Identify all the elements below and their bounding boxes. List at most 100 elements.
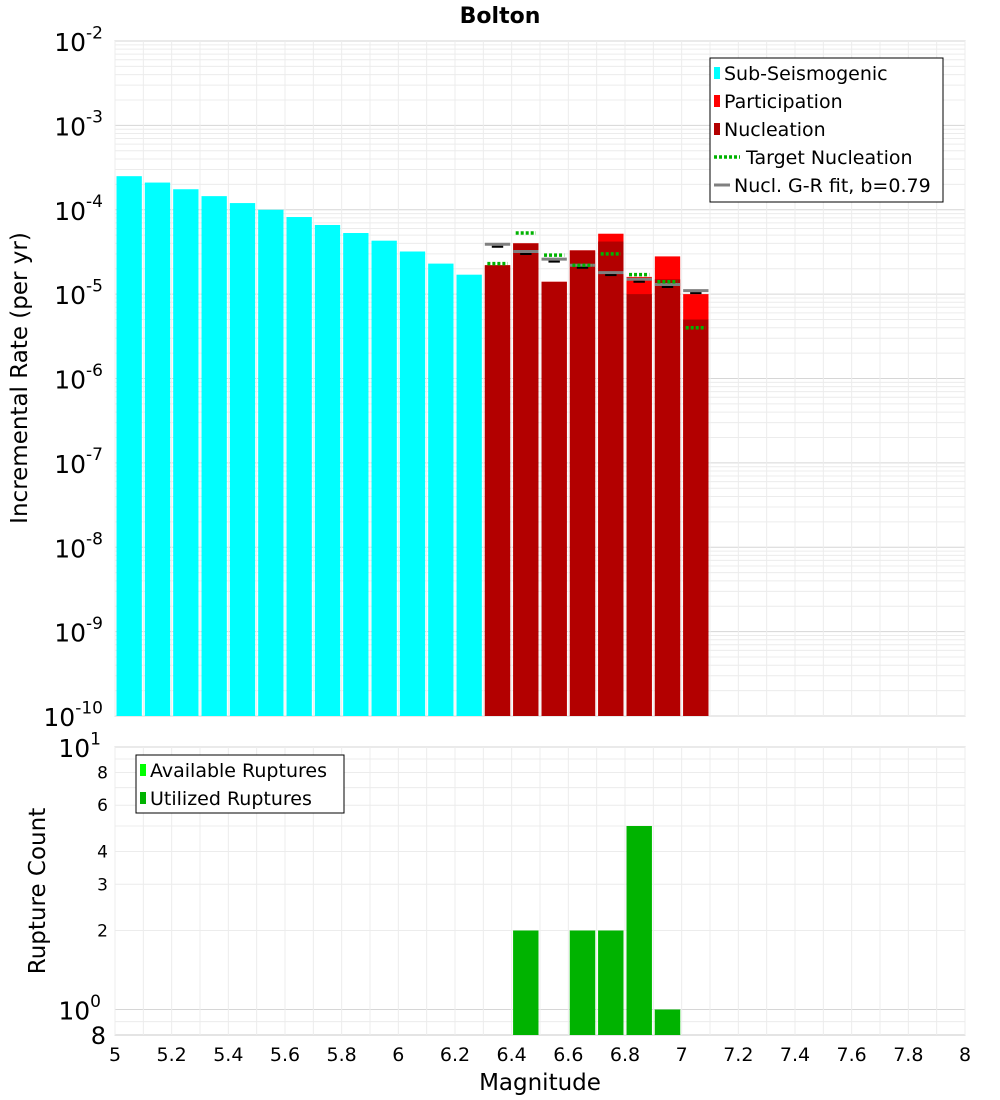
bottom-y-minor-tick-label: 8 bbox=[91, 1022, 106, 1050]
x-axis-label: Magnitude bbox=[479, 1070, 601, 1096]
sub-seismogenic-bar bbox=[116, 176, 142, 716]
top-y-tick-label: 10-10 bbox=[43, 698, 103, 732]
bottom-bars bbox=[513, 826, 681, 1035]
x-tick-label: 6.4 bbox=[497, 1044, 527, 1066]
utilized-ruptures-bar bbox=[513, 930, 539, 1035]
bottom-y-major-tick-label-base: 10 bbox=[58, 734, 90, 763]
x-tick-label: 6 bbox=[392, 1044, 404, 1066]
top-y-tick-label: 10-4 bbox=[54, 192, 103, 226]
x-tick-label: 7.8 bbox=[893, 1044, 923, 1066]
top-y-tick-label: 10-2 bbox=[54, 23, 103, 57]
nucleation-bar bbox=[513, 243, 539, 717]
top-y-tick-label: 10-9 bbox=[54, 614, 103, 648]
top-y-tick-label-base: 10 bbox=[54, 28, 86, 57]
top-legend-box bbox=[709, 57, 944, 203]
bottom-y-major-tick-label: 101 bbox=[58, 729, 101, 763]
sub-seismogenic-bar bbox=[144, 182, 171, 716]
bottom-y-major-tick-label-base: 10 bbox=[58, 997, 90, 1026]
x-tick-label: 5 bbox=[109, 1044, 121, 1066]
x-tick-label: 6.8 bbox=[610, 1044, 640, 1066]
legend-swatch bbox=[140, 764, 146, 776]
top-y-tick-label-base: 10 bbox=[43, 703, 75, 732]
sub-seismogenic-bar bbox=[201, 196, 227, 716]
legend-label: Nucl. G-R fit, b=0.79 bbox=[734, 175, 931, 197]
x-ticks: 5 5.2 5.4 5.6 5.8 6 6.2 6.4 6.6 6.8 7 7.2 7.4 7.6 7.8 8 bbox=[109, 1044, 971, 1066]
x-tick-label: 7.6 bbox=[837, 1044, 867, 1066]
x-tick-label: 6.2 bbox=[440, 1044, 470, 1066]
sub-seismogenic-bar bbox=[456, 274, 482, 716]
x-tick-label: 7 bbox=[676, 1044, 688, 1066]
nucleation-bar bbox=[541, 281, 567, 716]
legend-label: Available Ruptures bbox=[150, 760, 327, 782]
top-y-tick-label-exponent: -4 bbox=[86, 192, 103, 212]
top-y-tick-label: 10-3 bbox=[54, 108, 103, 142]
nucleation-bar bbox=[598, 241, 624, 717]
bottom-y-minor-tick-label: 4 bbox=[97, 842, 108, 862]
top-y-tick-label-base: 10 bbox=[54, 619, 86, 648]
legend-label: Target Nucleation bbox=[745, 147, 913, 169]
legend-swatch bbox=[714, 95, 720, 107]
bottom-y-minor-tick-label: 8 bbox=[97, 763, 108, 783]
top-y-tick-label-exponent: -3 bbox=[86, 108, 103, 128]
sub-seismogenic-bar bbox=[258, 209, 284, 716]
nucleation-bar bbox=[626, 294, 652, 716]
sub-seismogenic-bar bbox=[399, 251, 426, 716]
x-tick-label: 7.4 bbox=[780, 1044, 810, 1066]
nucleation-bar bbox=[569, 250, 596, 717]
top-y-tick-label-exponent: -10 bbox=[75, 698, 103, 718]
sub-seismogenic-bar bbox=[229, 203, 256, 716]
legend-label: Utilized Ruptures bbox=[150, 788, 312, 810]
top-y-tick-label-base: 10 bbox=[54, 534, 86, 563]
sub-seismogenic-bar bbox=[428, 263, 454, 716]
bottom-y-minor-tick-label: 3 bbox=[97, 875, 108, 895]
nucleation-bar bbox=[654, 279, 681, 716]
top-y-tick-label: 10-6 bbox=[54, 361, 103, 395]
top-y-tick-label-base: 10 bbox=[54, 366, 86, 395]
legend-label: Sub-Seismogenic bbox=[724, 63, 888, 85]
sub-seismogenic-bar bbox=[173, 189, 199, 717]
bottom-y-major-tick-label-exponent: 1 bbox=[90, 729, 101, 749]
legend-label: Nucleation bbox=[724, 119, 826, 141]
bottom-legend-box bbox=[135, 754, 345, 814]
x-tick-label: 5.4 bbox=[213, 1044, 243, 1066]
top-y-tick-label-exponent: -2 bbox=[86, 23, 103, 43]
bottom-y-major-tick-label-exponent: 0 bbox=[90, 992, 101, 1012]
bottom-y-major-tick-label: 100 bbox=[58, 992, 101, 1026]
bottom-y-minor-tick-label: 2 bbox=[97, 922, 108, 942]
utilized-ruptures-bar bbox=[654, 1009, 681, 1035]
top-y-tick-label-exponent: -7 bbox=[86, 445, 103, 465]
top-y-tick-label: 10-8 bbox=[54, 530, 103, 564]
legend-swatch bbox=[140, 792, 146, 804]
utilized-ruptures-bar bbox=[569, 930, 596, 1035]
sub-seismogenic-bar bbox=[314, 224, 341, 716]
utilized-ruptures-bar bbox=[598, 930, 624, 1035]
nucleation-bar bbox=[683, 319, 709, 716]
sub-seismogenic-bar bbox=[371, 240, 397, 717]
x-tick-label: 5.2 bbox=[157, 1044, 187, 1066]
bottom-grid bbox=[114, 746, 966, 1035]
bottom-y-axis-label: Rupture Count bbox=[25, 808, 51, 974]
top-y-tick-label-base: 10 bbox=[54, 450, 86, 479]
utilized-ruptures-bar bbox=[626, 826, 652, 1035]
x-tick-label: 6.6 bbox=[553, 1044, 583, 1066]
legend-swatch bbox=[714, 67, 720, 79]
legend-swatch bbox=[714, 123, 720, 135]
bottom-y-minor-tick-label: 6 bbox=[97, 796, 108, 816]
top-y-axis-label: Incremental Rate (per yr) bbox=[7, 232, 33, 524]
sub-seismogenic-bar bbox=[286, 217, 312, 716]
x-tick-label: 8 bbox=[959, 1044, 971, 1066]
top-y-tick-label-exponent: -5 bbox=[86, 276, 103, 296]
top-y-tick-label: 10-5 bbox=[54, 276, 103, 310]
nucleation-bar bbox=[484, 265, 511, 716]
x-tick-label: 7.2 bbox=[723, 1044, 753, 1066]
top-bars bbox=[116, 176, 709, 717]
legend-label: Participation bbox=[724, 91, 843, 113]
top-y-tick-label-exponent: -9 bbox=[86, 614, 103, 634]
sub-seismogenic-bar bbox=[343, 233, 369, 716]
top-y-tick-label-exponent: -6 bbox=[86, 361, 103, 381]
x-tick-label: 5.8 bbox=[327, 1044, 357, 1066]
top-y-tick-label-base: 10 bbox=[54, 281, 86, 310]
